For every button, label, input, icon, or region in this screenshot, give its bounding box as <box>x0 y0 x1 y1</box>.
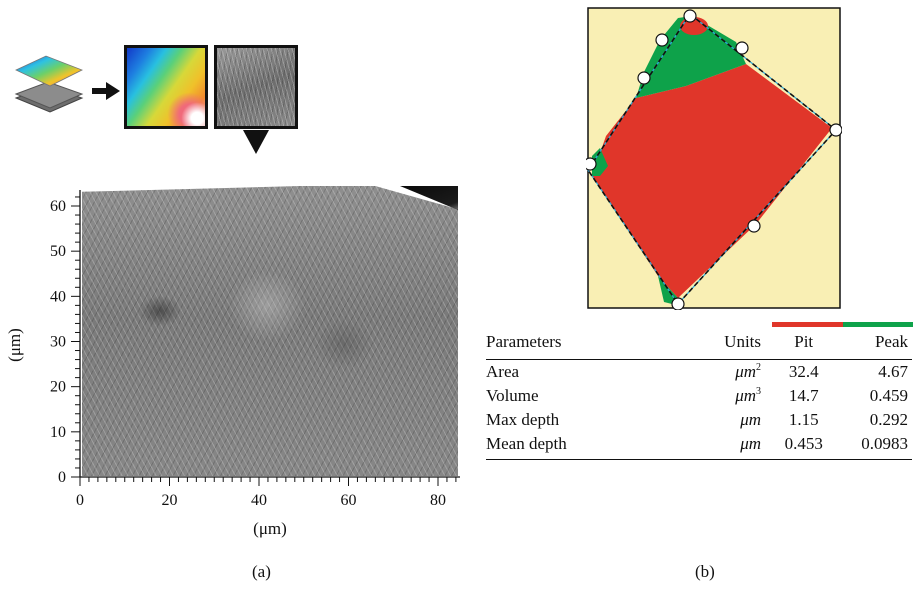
y-axis-title: (μm) <box>5 328 24 362</box>
panel-label-b: (b) <box>695 562 715 581</box>
boundary-marker <box>829 123 842 137</box>
table-header-row: Parameters Units Pit Peak <box>486 322 912 360</box>
row-parameter: Area <box>486 362 520 381</box>
parameters-table: Parameters Units Pit Peak Area μm2 32.4 … <box>486 322 912 460</box>
boundary-dashed <box>587 13 838 306</box>
sem-micrograph <box>82 186 458 476</box>
row-parameter: Mean depth <box>486 432 680 460</box>
pit-region <box>592 64 832 298</box>
row-unit: μm3 <box>735 386 762 405</box>
boundary-marker <box>747 219 761 233</box>
row-pit-value: 32.4 <box>788 362 819 381</box>
y-tick-label: 50 <box>50 243 66 260</box>
row-peak-value: 0.459 <box>869 386 908 405</box>
height-map-icon <box>124 45 208 129</box>
row-unit: μm <box>740 410 762 429</box>
header-units: Units <box>679 322 768 360</box>
row-pit-value: 14.7 <box>788 386 819 405</box>
row-pit-value: 1.15 <box>788 410 819 429</box>
row-parameter: Volume <box>486 386 539 405</box>
y-tick-label: 30 <box>50 334 66 351</box>
boundary-marker <box>735 41 749 55</box>
boundary-marker <box>637 71 651 85</box>
y-tick-label: 60 <box>50 198 66 215</box>
x-axis-title: (μm) <box>253 519 287 538</box>
x-tick-label: 60 <box>341 492 357 509</box>
segmentation-map <box>586 7 842 310</box>
boundary-marker <box>655 33 669 47</box>
table-row: Max depth μm 1.15 0.292 <box>486 408 912 432</box>
row-unit: μm <box>679 432 768 460</box>
row-peak-value: 0.292 <box>869 410 908 429</box>
x-tick-labels: 0 20 40 60 80 <box>76 492 446 509</box>
y-tick-label: 40 <box>50 288 66 305</box>
table-row: Mean depth μm 0.453 0.0983 <box>486 432 912 460</box>
header-peak: Peak <box>840 322 912 360</box>
panel-label-a: (a) <box>252 562 271 581</box>
header-pit: Pit <box>767 322 841 360</box>
boundary-marker <box>671 297 685 310</box>
y-tick-labels: 0 10 20 30 40 50 60 <box>50 198 66 486</box>
row-unit: μm2 <box>735 362 762 381</box>
peak-region-left <box>592 148 608 176</box>
down-pointer-icon <box>243 130 269 154</box>
x-tick-label: 0 <box>76 492 84 509</box>
x-ticks <box>79 477 457 486</box>
row-parameter: Max depth <box>486 410 560 429</box>
sem-thumbnail-icon <box>214 45 298 129</box>
table-row: Volume μm3 14.7 0.459 <box>486 384 912 408</box>
row-peak-value: 4.67 <box>878 362 908 381</box>
header-parameters: Parameters <box>486 322 680 360</box>
boundary-marker <box>683 9 697 23</box>
row-peak-value: 0.0983 <box>840 432 912 460</box>
x-tick-label: 80 <box>430 492 446 509</box>
x-tick-label: 20 <box>162 492 178 509</box>
y-tick-label: 0 <box>58 469 66 486</box>
table-row: Area μm2 32.4 4.67 <box>486 360 912 385</box>
layer-stack-icon <box>14 55 84 113</box>
x-tick-label: 40 <box>251 492 267 509</box>
right-arrow-icon <box>92 82 120 100</box>
y-tick-label: 20 <box>50 379 66 396</box>
boundary-marker <box>586 157 597 171</box>
y-ticks <box>71 196 80 478</box>
y-tick-label: 10 <box>50 424 66 441</box>
row-pit-value: 0.453 <box>767 432 841 460</box>
